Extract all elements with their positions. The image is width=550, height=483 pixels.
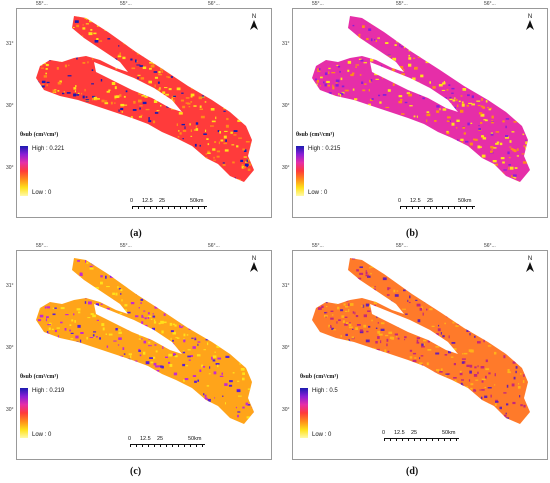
lon-tick-a-2: 55°... <box>120 1 132 7</box>
legend-high-c: High : 0.219 <box>32 388 65 394</box>
north-arrow-icon: N <box>526 256 534 274</box>
soil-moisture-map-a <box>36 16 254 182</box>
lon-tick-a-3: 56°... <box>208 1 220 7</box>
basin-gap <box>370 62 458 112</box>
lon-tick-d-1: 55°... <box>312 243 324 249</box>
lat-tick-a-2: 30° <box>6 103 14 109</box>
lon-tick-b-3: 56°... <box>484 1 496 7</box>
scale-label-12: 12.5 <box>410 198 421 204</box>
basin-gap <box>370 304 458 354</box>
lat-tick-d-2: 30° <box>282 345 290 351</box>
north-arrow-icon: N <box>526 14 534 32</box>
basin-gap <box>94 62 182 112</box>
soil-moisture-map-d <box>312 258 530 424</box>
scale-label-50: 50km <box>458 198 472 204</box>
lat-tick-c-3: 30° <box>6 407 14 413</box>
legend-colorbar-d <box>300 388 308 438</box>
scale-label-25: 25 <box>159 198 166 204</box>
lat-tick-a-1: 31° <box>6 41 14 47</box>
scale-label-0: 0 <box>382 430 386 436</box>
panel-caption-a: (a) <box>130 228 142 239</box>
scale-bar-b: 0 12.5 25 50km <box>398 198 480 210</box>
scale-label-0: 0 <box>398 198 402 204</box>
lat-tick-b-3: 30° <box>282 165 290 171</box>
panel-caption-d: (d) <box>406 466 419 477</box>
legend-title-d: θsub (cm³/cm³) <box>300 374 339 380</box>
lat-tick-c-1: 31° <box>6 283 14 289</box>
scale-label-25: 25 <box>157 436 164 442</box>
lat-tick-d-3: 30° <box>282 407 290 413</box>
lon-tick-c-3: 56°... <box>208 243 220 249</box>
scale-bar-d: 0 12.5 25 50km <box>382 430 464 442</box>
lat-tick-a-3: 30° <box>6 165 14 171</box>
lat-tick-b-2: 30° <box>282 103 290 109</box>
soil-moisture-map-b <box>312 16 530 182</box>
lon-tick-d-3: 56°... <box>484 243 496 249</box>
legend-title-c: θsub (cm³/cm³) <box>20 374 59 380</box>
north-arrow-icon: N <box>250 256 258 274</box>
basin-fill <box>36 16 254 182</box>
scale-label-0: 0 <box>130 198 134 204</box>
north-arrow-icon: N <box>250 14 258 32</box>
scale-label-12: 12.5 <box>142 198 153 204</box>
legend-high-a: High : 0.221 <box>32 146 65 152</box>
legend-colorbar-b <box>296 146 304 196</box>
lon-tick-c-1: 55°... <box>36 243 48 249</box>
lat-tick-d-1: 31° <box>282 283 290 289</box>
legend-colorbar-a <box>20 146 28 196</box>
scale-label-25: 25 <box>411 430 418 436</box>
legend-title-b: θsub (cm³/cm³) <box>296 132 335 138</box>
legend-colorbar-c <box>20 388 28 438</box>
map-panel-b: 55°... 55°... 56°... 31° 30° 30° N θsub … <box>278 0 548 240</box>
map-panel-a: 55°... 55°... 56°... 31° 30° 30° N θsub … <box>2 0 272 240</box>
legend-low-b: Low : 0 <box>308 190 328 196</box>
scale-bar-a: 0 12.5 25 50km <box>130 198 212 210</box>
basin-fill <box>312 16 530 182</box>
legend-low-c: Low : 0 <box>32 432 52 438</box>
scale-label-12: 12.5 <box>140 436 151 442</box>
lat-tick-b-1: 31° <box>282 41 290 47</box>
panel-caption-c: (c) <box>130 466 142 477</box>
scale-label-50: 50km <box>190 198 204 204</box>
scale-label-25: 25 <box>427 198 434 204</box>
legend-high-d: High : 0.5 <box>312 388 338 394</box>
panel-caption-b: (b) <box>406 228 419 239</box>
map-panel-d: 55°... 55°... 56°... 31° 30° 30° N θsub … <box>278 242 548 482</box>
lon-tick-b-2: 55°... <box>396 1 408 7</box>
legend-title-a: θsub (cm³/cm³) <box>20 132 59 138</box>
lon-tick-b-1: 55°... <box>312 1 324 7</box>
scale-label-50: 50km <box>188 436 202 442</box>
scale-label-0: 0 <box>128 436 132 442</box>
basin-fill <box>312 258 530 424</box>
lon-tick-d-2: 55°... <box>396 243 408 249</box>
scale-bar-c: 0 12.5 25 50km <box>128 436 210 448</box>
legend-low-a: Low : 0 <box>32 190 52 196</box>
scale-label-12: 12.5 <box>394 430 405 436</box>
legend-low-d: Low : 0 <box>312 432 332 438</box>
lon-tick-c-2: 55°... <box>120 243 132 249</box>
legend-high-b: High : 0.215 <box>308 146 341 152</box>
lon-tick-a-1: 55°... <box>36 1 48 7</box>
lat-tick-c-2: 30° <box>6 345 14 351</box>
soil-moisture-map-c <box>36 258 254 424</box>
basin-gap <box>94 304 182 354</box>
scale-label-50: 50km <box>442 430 456 436</box>
map-panel-c: 55°... 55°... 56°... 31° 30° 30° N θsub … <box>2 242 272 482</box>
